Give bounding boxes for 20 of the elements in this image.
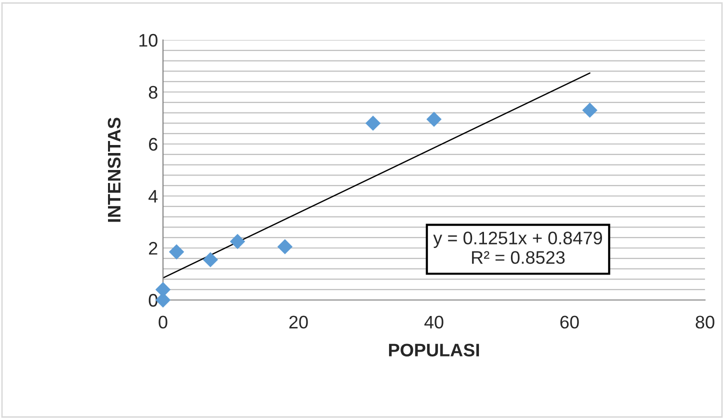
point: [277, 239, 293, 254]
point: [230, 234, 246, 250]
annotation: y = 0.1251x + 0.8479 R² = 0.8523: [433, 232, 602, 264]
point: [168, 244, 184, 260]
y-tick-label: 2: [149, 242, 158, 255]
y-tick-label: 8: [148, 86, 158, 99]
y-tick-label: 6: [149, 138, 158, 151]
point: [202, 252, 218, 268]
x-tick-label: 40: [424, 316, 444, 329]
x-tick-label: 60: [560, 316, 579, 329]
x-tick-label: 0: [158, 316, 168, 329]
point: [426, 112, 442, 127]
point: [582, 102, 598, 118]
y-axis-title: INTENSITAS: [108, 118, 121, 222]
x-tick-label: 20: [289, 316, 308, 329]
point: [365, 116, 381, 131]
x-axis-title: POPULASI: [389, 344, 479, 356]
x-tick-label: 80: [696, 316, 714, 329]
y-tick-label: 4: [148, 190, 158, 203]
y-tick-label: 10: [139, 34, 158, 47]
